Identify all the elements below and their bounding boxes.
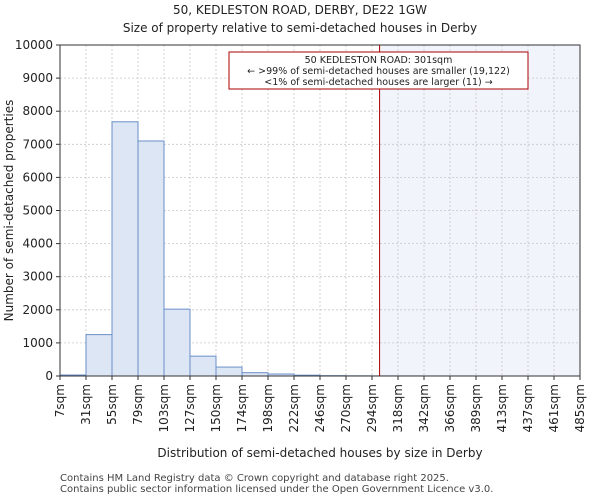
x-tick-label: 222sqm (287, 384, 301, 432)
x-tick-label: 7sqm (53, 384, 67, 417)
x-tick-label: 485sqm (573, 384, 587, 432)
x-tick-label: 198sqm (261, 384, 275, 432)
x-axis-label: Distribution of semi-detached houses by … (157, 446, 482, 460)
histogram-bar (215, 366, 243, 377)
x-tick-label: 389sqm (469, 384, 483, 432)
x-tick-label: 437sqm (521, 384, 535, 432)
histogram-bar (111, 121, 139, 377)
y-tick-label: 8000 (22, 104, 53, 118)
footer-line-2: Contains public sector information licen… (60, 484, 494, 495)
histogram-bar (85, 334, 113, 377)
y-tick-label: 7000 (22, 137, 53, 151)
annotation-line: ← >99% of semi-detached houses are small… (247, 66, 510, 77)
y-tick-label: 4000 (22, 237, 53, 251)
x-tick-label: 413sqm (495, 384, 509, 432)
y-tick-label: 6000 (22, 170, 53, 184)
x-tick-label: 174sqm (235, 384, 249, 432)
y-tick-label: 0 (45, 369, 53, 383)
annotation-box (228, 51, 529, 90)
y-tick-label: 10000 (15, 38, 53, 52)
x-tick-label: 79sqm (131, 384, 145, 425)
x-tick-label: 270sqm (339, 384, 353, 432)
y-tick-label: 3000 (22, 270, 53, 284)
histogram-bar (137, 140, 165, 377)
x-tick-label: 246sqm (313, 384, 327, 432)
y-tick-label: 9000 (22, 71, 53, 85)
x-tick-label: 31sqm (79, 384, 93, 425)
y-tick-label: 2000 (22, 303, 53, 317)
x-tick-label: 366sqm (443, 384, 457, 432)
histogram-bar (163, 308, 191, 377)
y-tick-label: 1000 (22, 336, 53, 350)
y-tick-label: 5000 (22, 204, 53, 218)
x-tick-label: 461sqm (547, 384, 561, 432)
footer-line-1: Contains HM Land Registry data © Crown c… (60, 473, 449, 484)
x-tick-label: 318sqm (391, 384, 405, 432)
chart-subtitle: Size of property relative to semi-detach… (122, 21, 478, 35)
annotation-line: <1% of semi-detached houses are larger (… (264, 77, 492, 88)
x-tick-label: 342sqm (417, 384, 431, 432)
x-tick-label: 103sqm (157, 384, 171, 432)
x-tick-label: 150sqm (209, 384, 223, 432)
x-tick-label: 127sqm (183, 384, 197, 432)
histogram-bar (189, 355, 217, 377)
x-tick-label: 294sqm (365, 384, 379, 432)
annotation-line: 50 KEDLESTON ROAD: 301sqm (305, 55, 453, 66)
y-axis-label: Number of semi-detached properties (2, 100, 16, 322)
chart-title: 50, KEDLESTON ROAD, DERBY, DE22 1GW (172, 3, 428, 17)
x-tick-label: 55sqm (105, 384, 119, 425)
